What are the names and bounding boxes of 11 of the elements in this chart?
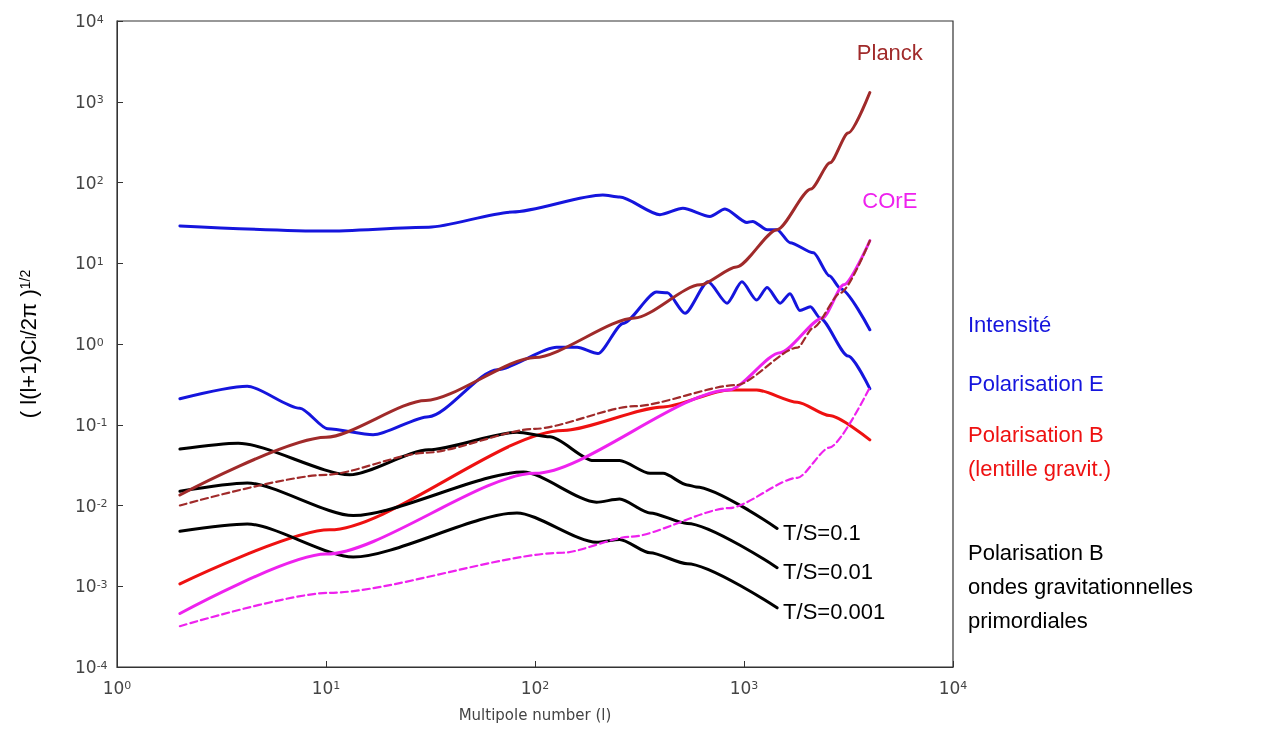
series-label: T/S=0.01 xyxy=(783,559,873,585)
text: Intensité xyxy=(968,312,1052,338)
series-label: T/S=0.001 xyxy=(783,599,886,625)
text: Polarisation E xyxy=(968,371,1104,397)
text: Polarisation B (lentille gravit.) xyxy=(968,422,1112,482)
x-axis-title: Multipole number (l) xyxy=(458,705,612,724)
series-label: Planck xyxy=(856,40,924,66)
series-label: COrE xyxy=(862,188,918,214)
text: Polarisation B ondes gravitationnelles primordiales xyxy=(968,540,1194,634)
y-axis-title: ( l(l+1)Cl/2π )1/2 xyxy=(15,269,41,419)
series-label: T/S=0.1 xyxy=(783,519,861,545)
